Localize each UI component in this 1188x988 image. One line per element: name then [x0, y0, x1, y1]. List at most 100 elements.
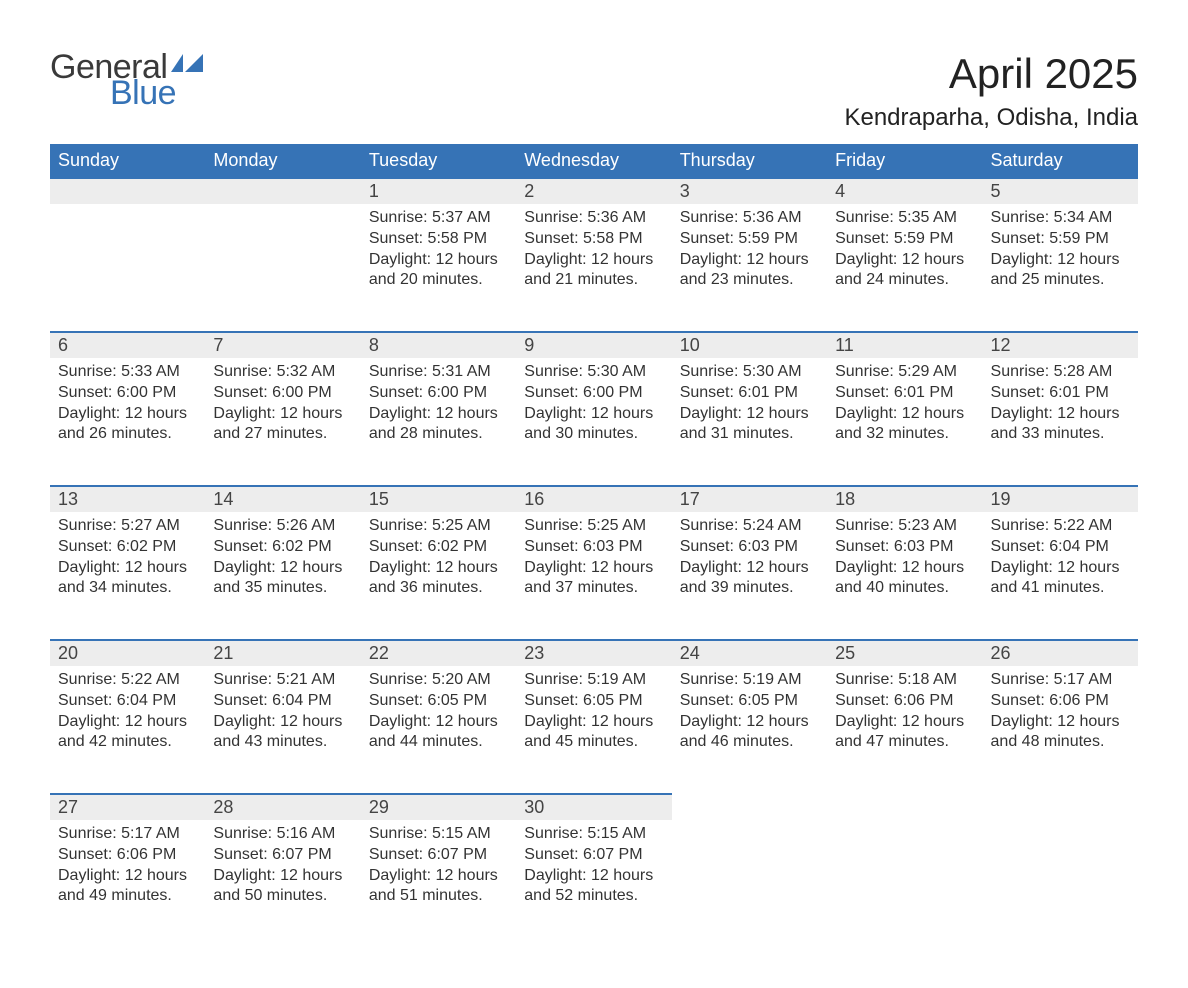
- sunset-line: Sunset: 6:05 PM: [524, 691, 663, 712]
- daylight-line: Daylight: 12 hours and 40 minutes.: [835, 558, 974, 600]
- sunset-line: Sunset: 6:03 PM: [680, 537, 819, 558]
- day-number: 10: [672, 332, 827, 358]
- daylight-line: Daylight: 12 hours and 24 minutes.: [835, 250, 974, 292]
- sunrise-line: Sunrise: 5:22 AM: [58, 670, 197, 691]
- sunrise-line: Sunrise: 5:17 AM: [58, 824, 197, 845]
- day-cell: Sunrise: 5:21 AMSunset: 6:04 PMDaylight:…: [205, 666, 360, 794]
- sunrise-line: Sunrise: 5:29 AM: [835, 362, 974, 383]
- header: General Blue April 2025 Kendraparha, Odi…: [50, 50, 1138, 132]
- sunrise-line: Sunrise: 5:31 AM: [369, 362, 508, 383]
- week-daynum-row: 13141516171819: [50, 486, 1138, 512]
- daylight-line: Daylight: 12 hours and 41 minutes.: [991, 558, 1130, 600]
- day-header: Thursday: [672, 144, 827, 178]
- day-number: 3: [672, 178, 827, 204]
- sunrise-line: Sunrise: 5:35 AM: [835, 208, 974, 229]
- empty-cell: [827, 820, 982, 948]
- day-number: 22: [361, 640, 516, 666]
- calendar-header-row: SundayMondayTuesdayWednesdayThursdayFrid…: [50, 144, 1138, 178]
- day-header: Friday: [827, 144, 982, 178]
- logo: General Blue: [50, 50, 211, 110]
- day-cell: Sunrise: 5:31 AMSunset: 6:00 PMDaylight:…: [361, 358, 516, 486]
- empty-cell: [205, 204, 360, 332]
- sunset-line: Sunset: 6:02 PM: [213, 537, 352, 558]
- day-number: 9: [516, 332, 671, 358]
- daylight-line: Daylight: 12 hours and 34 minutes.: [58, 558, 197, 600]
- empty-daynum: [672, 794, 827, 820]
- sunrise-line: Sunrise: 5:25 AM: [369, 516, 508, 537]
- daylight-line: Daylight: 12 hours and 44 minutes.: [369, 712, 508, 754]
- sunset-line: Sunset: 6:06 PM: [835, 691, 974, 712]
- sunrise-line: Sunrise: 5:37 AM: [369, 208, 508, 229]
- sunset-line: Sunset: 6:04 PM: [991, 537, 1130, 558]
- day-number: 19: [983, 486, 1138, 512]
- daylight-line: Daylight: 12 hours and 52 minutes.: [524, 866, 663, 908]
- week-content-row: Sunrise: 5:17 AMSunset: 6:06 PMDaylight:…: [50, 820, 1138, 948]
- day-number: 20: [50, 640, 205, 666]
- daylight-line: Daylight: 12 hours and 32 minutes.: [835, 404, 974, 446]
- day-number: 15: [361, 486, 516, 512]
- sunset-line: Sunset: 5:58 PM: [369, 229, 508, 250]
- day-number: 23: [516, 640, 671, 666]
- sunset-line: Sunset: 6:04 PM: [58, 691, 197, 712]
- sunrise-line: Sunrise: 5:33 AM: [58, 362, 197, 383]
- day-cell: Sunrise: 5:33 AMSunset: 6:00 PMDaylight:…: [50, 358, 205, 486]
- daylight-line: Daylight: 12 hours and 25 minutes.: [991, 250, 1130, 292]
- sunset-line: Sunset: 6:05 PM: [680, 691, 819, 712]
- day-number: 2: [516, 178, 671, 204]
- day-number: 13: [50, 486, 205, 512]
- sunrise-line: Sunrise: 5:17 AM: [991, 670, 1130, 691]
- day-cell: Sunrise: 5:29 AMSunset: 6:01 PMDaylight:…: [827, 358, 982, 486]
- day-number: 30: [516, 794, 671, 820]
- daylight-line: Daylight: 12 hours and 31 minutes.: [680, 404, 819, 446]
- sunrise-line: Sunrise: 5:15 AM: [524, 824, 663, 845]
- day-number: 27: [50, 794, 205, 820]
- week-daynum-row: 12345: [50, 178, 1138, 204]
- location: Kendraparha, Odisha, India: [844, 104, 1138, 132]
- sunset-line: Sunset: 6:07 PM: [369, 845, 508, 866]
- daylight-line: Daylight: 12 hours and 43 minutes.: [213, 712, 352, 754]
- day-cell: Sunrise: 5:24 AMSunset: 6:03 PMDaylight:…: [672, 512, 827, 640]
- daylight-line: Daylight: 12 hours and 48 minutes.: [991, 712, 1130, 754]
- day-cell: Sunrise: 5:15 AMSunset: 6:07 PMDaylight:…: [516, 820, 671, 948]
- empty-daynum: [983, 794, 1138, 820]
- daylight-line: Daylight: 12 hours and 42 minutes.: [58, 712, 197, 754]
- sunrise-line: Sunrise: 5:20 AM: [369, 670, 508, 691]
- sunrise-line: Sunrise: 5:24 AM: [680, 516, 819, 537]
- day-cell: Sunrise: 5:35 AMSunset: 5:59 PMDaylight:…: [827, 204, 982, 332]
- flag-icon: [171, 54, 211, 78]
- sunset-line: Sunset: 5:59 PM: [835, 229, 974, 250]
- day-header: Tuesday: [361, 144, 516, 178]
- day-cell: Sunrise: 5:36 AMSunset: 5:58 PMDaylight:…: [516, 204, 671, 332]
- sunrise-line: Sunrise: 5:34 AM: [991, 208, 1130, 229]
- sunrise-line: Sunrise: 5:36 AM: [680, 208, 819, 229]
- day-number: 5: [983, 178, 1138, 204]
- day-number: 17: [672, 486, 827, 512]
- week-content-row: Sunrise: 5:33 AMSunset: 6:00 PMDaylight:…: [50, 358, 1138, 486]
- sunrise-line: Sunrise: 5:30 AM: [680, 362, 819, 383]
- week-daynum-row: 27282930: [50, 794, 1138, 820]
- sunrise-line: Sunrise: 5:23 AM: [835, 516, 974, 537]
- week-content-row: Sunrise: 5:22 AMSunset: 6:04 PMDaylight:…: [50, 666, 1138, 794]
- day-number: 4: [827, 178, 982, 204]
- day-cell: Sunrise: 5:27 AMSunset: 6:02 PMDaylight:…: [50, 512, 205, 640]
- sunrise-line: Sunrise: 5:19 AM: [524, 670, 663, 691]
- day-cell: Sunrise: 5:17 AMSunset: 6:06 PMDaylight:…: [983, 666, 1138, 794]
- sunset-line: Sunset: 6:07 PM: [213, 845, 352, 866]
- day-number: 18: [827, 486, 982, 512]
- day-cell: Sunrise: 5:30 AMSunset: 6:00 PMDaylight:…: [516, 358, 671, 486]
- day-cell: Sunrise: 5:36 AMSunset: 5:59 PMDaylight:…: [672, 204, 827, 332]
- sunset-line: Sunset: 6:04 PM: [213, 691, 352, 712]
- empty-daynum: [827, 794, 982, 820]
- week-content-row: Sunrise: 5:37 AMSunset: 5:58 PMDaylight:…: [50, 204, 1138, 332]
- sunset-line: Sunset: 6:02 PM: [58, 537, 197, 558]
- sunset-line: Sunset: 6:03 PM: [835, 537, 974, 558]
- daylight-line: Daylight: 12 hours and 21 minutes.: [524, 250, 663, 292]
- daylight-line: Daylight: 12 hours and 50 minutes.: [213, 866, 352, 908]
- sunset-line: Sunset: 6:02 PM: [369, 537, 508, 558]
- sunrise-line: Sunrise: 5:28 AM: [991, 362, 1130, 383]
- daylight-line: Daylight: 12 hours and 20 minutes.: [369, 250, 508, 292]
- daylight-line: Daylight: 12 hours and 33 minutes.: [991, 404, 1130, 446]
- sunrise-line: Sunrise: 5:16 AM: [213, 824, 352, 845]
- day-header: Wednesday: [516, 144, 671, 178]
- sunrise-line: Sunrise: 5:32 AM: [213, 362, 352, 383]
